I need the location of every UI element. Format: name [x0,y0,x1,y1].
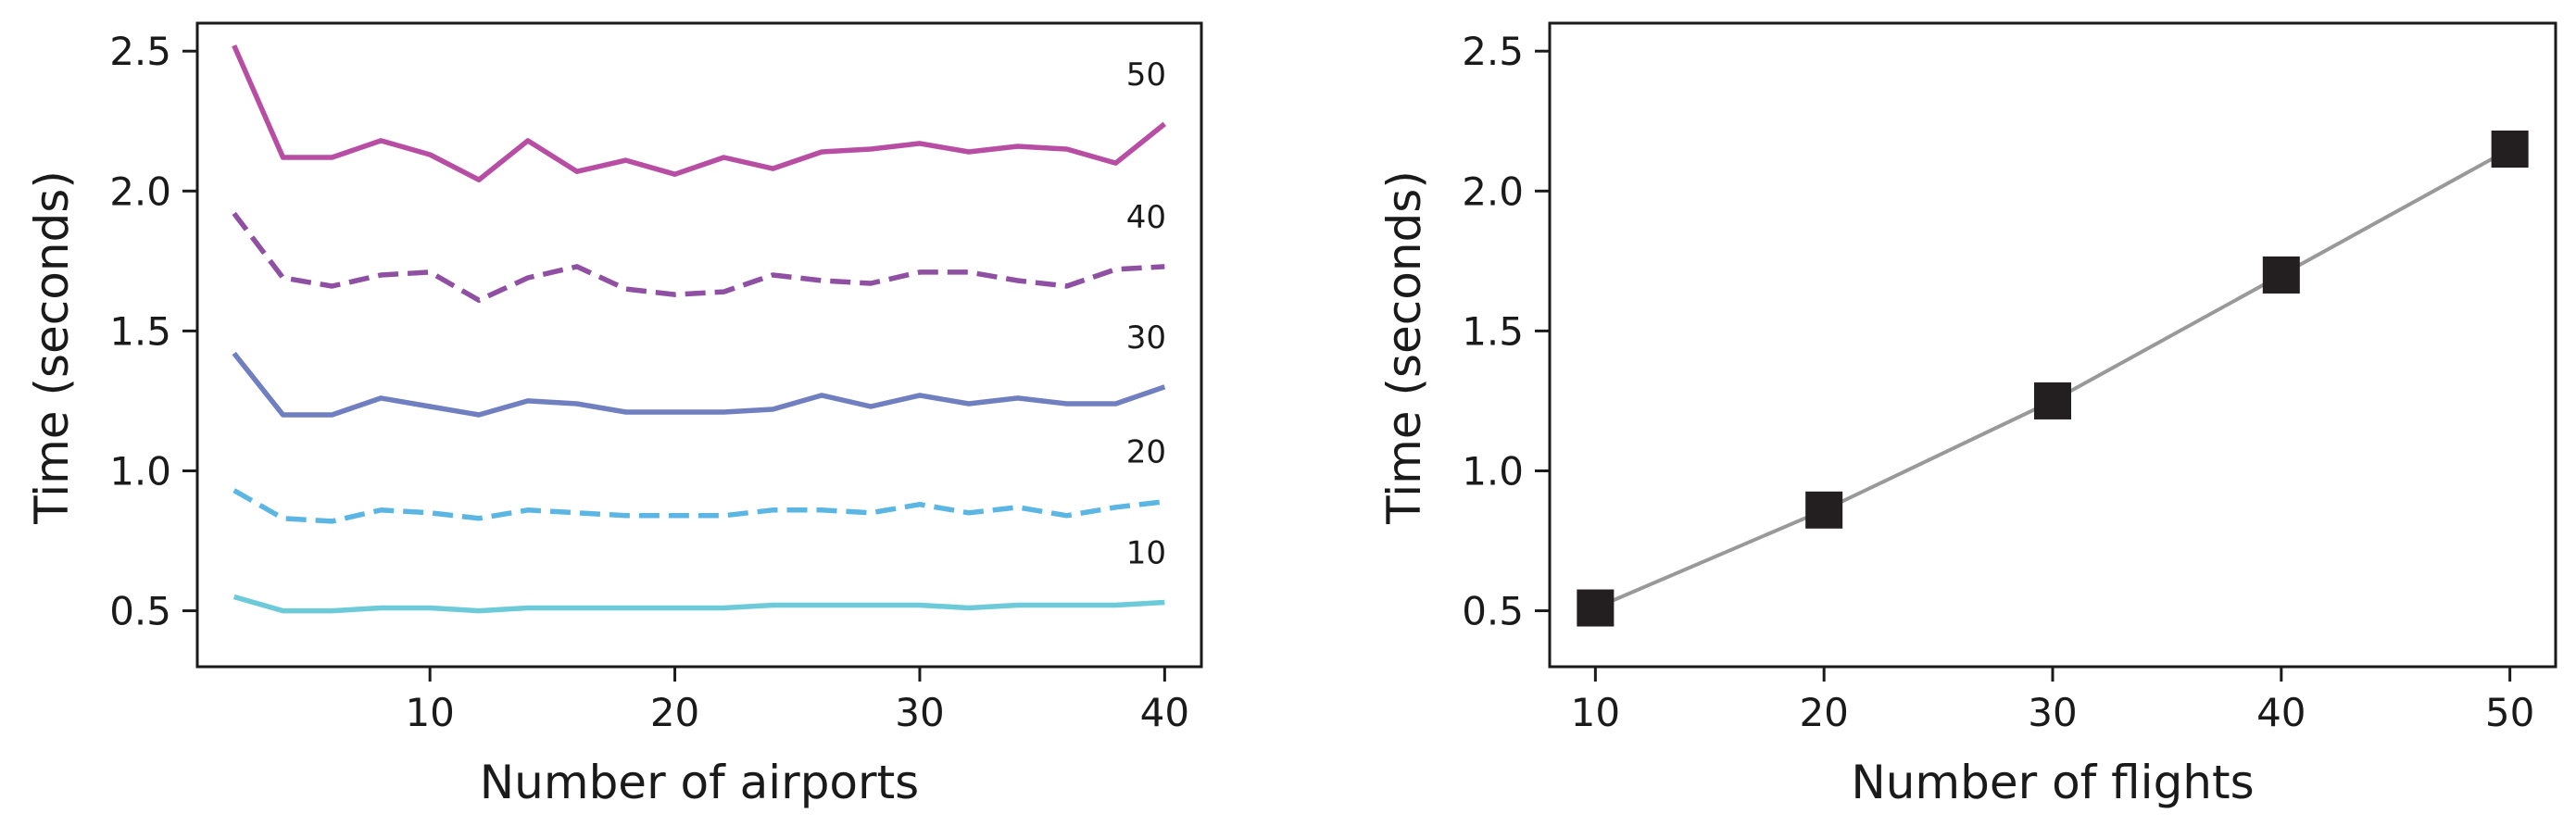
x-axis-label-flights: Number of flights [1851,756,2254,809]
y-axis-label-airports: Time (seconds) [25,170,79,525]
series-line-airports-20 [232,488,1165,524]
y-tick-label-airports: 1.0 [109,448,171,494]
data-point-flights [2262,256,2300,294]
series-label-10: 10 [1126,535,1166,572]
chart-flights: 10 20 30 40 50 0.5 1.0 1.5 2.0 2.5 Number of flig… [1377,21,2557,809]
y-tick-label-flights: 1.5 [1462,308,1524,354]
y-axis-label-flights: Time (seconds) [1377,170,1431,525]
x-tick-label-flights: 30 [2028,690,2077,735]
series-line-airports-50 [232,44,1167,182]
x-tick-label-airports: 10 [405,690,454,735]
y-tick-label-flights: 0.5 [1462,589,1524,634]
x-tick-label-flights: 10 [1571,690,1620,735]
data-point-flights [2491,130,2529,168]
data-point-flights [1805,491,1843,529]
series-line-airports-30 [232,351,1166,418]
x-tick-label-flights: 40 [2256,690,2306,735]
plot-area-flights: 10 20 30 40 50 0.5 1.0 1.5 2.0 2.5 [1462,21,2557,735]
x-tick-label-airports: 30 [895,690,944,735]
x-axis-label-airports: Number of airports [480,756,919,809]
series-line-airports-10 [232,594,1165,614]
plot-frame-flights [1548,21,2557,669]
plot-frame-airports [195,21,1203,669]
x-tick-label-airports: 20 [650,690,699,735]
plot-area-airports: 10 20 30 40 0.5 1.0 1.5 2.0 2.5 10 20 30 40 50 [109,21,1203,735]
chart-airports: 10 20 30 40 0.5 1.0 1.5 2.0 2.5 10 20 30 40 50 Number… [25,21,1203,809]
data-point-flights [1577,589,1615,627]
x-tick-label-flights: 50 [2485,690,2534,735]
y-tick-label-flights: 1.0 [1462,448,1524,494]
y-tick-label-airports: 2.5 [109,29,171,74]
x-tick-label-flights: 20 [1799,690,1848,735]
series-line-airports-40 [232,211,1165,303]
y-tick-label-airports: 0.5 [109,589,171,634]
series-line-flights-time [1594,147,2511,610]
y-tick-label-flights: 2.0 [1462,169,1524,214]
series-label-50: 50 [1126,56,1166,94]
series-label-40: 40 [1126,199,1166,236]
y-tick-label-airports: 2.0 [109,169,171,214]
series-label-30: 30 [1126,319,1166,357]
y-tick-label-flights: 2.5 [1462,29,1524,74]
x-tick-label-airports: 40 [1140,690,1189,735]
data-point-flights [2034,382,2071,419]
y-tick-label-airports: 1.5 [109,308,171,354]
series-label-20: 20 [1126,434,1166,471]
